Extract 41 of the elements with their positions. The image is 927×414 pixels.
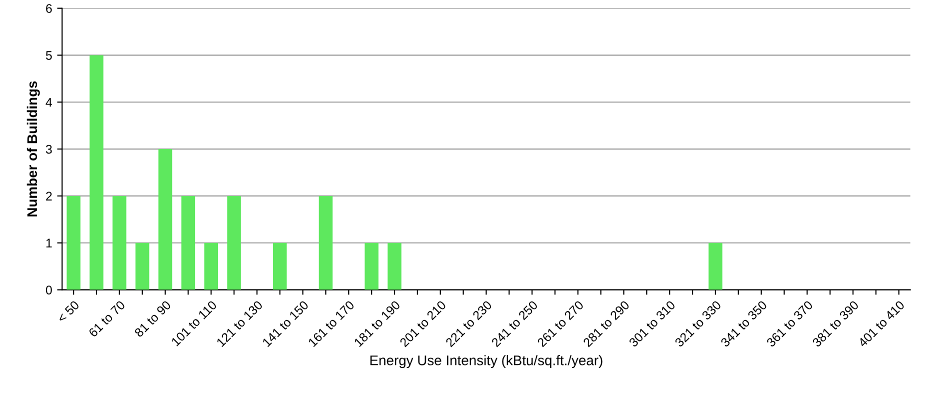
bar [90, 55, 104, 290]
bar [181, 196, 196, 290]
y-axis-title: Number of Buildings [26, 81, 40, 216]
x-tick-label: 201 to 210 [399, 300, 447, 348]
bar [364, 242, 378, 290]
x-tick-label: 301 to 310 [628, 300, 676, 348]
bar [318, 196, 333, 290]
x-tick-label: 261 to 270 [536, 300, 584, 348]
x-tick-label: 361 to 370 [766, 300, 814, 348]
x-tick-label: 241 to 250 [490, 300, 538, 348]
x-tick-label: 61 to 70 [88, 300, 126, 338]
x-tick-label: 121 to 130 [216, 300, 264, 348]
x-tick-label: 341 to 350 [720, 300, 768, 348]
bar [66, 196, 80, 290]
x-tick-label: 181 to 190 [354, 300, 401, 348]
x-tick-label: 101 to 110 [170, 300, 218, 346]
bar [204, 242, 218, 290]
x-tick-label: < 50 [56, 300, 80, 324]
bar [135, 242, 150, 290]
x-tick-label: 281 to 290 [582, 300, 630, 348]
y-tick-label: 0 [46, 286, 52, 294]
bar [112, 196, 126, 290]
bar [273, 242, 287, 290]
y-tick-label: 3 [46, 144, 52, 154]
x-tick-label: 321 to 330 [674, 300, 722, 348]
x-tick-label: 161 to 170 [308, 300, 355, 348]
x-tick-label: 141 to 150 [262, 300, 309, 348]
x-tick-label: 381 to 390 [812, 300, 860, 348]
bar [158, 149, 172, 290]
y-tick-label: 6 [46, 4, 52, 13]
y-tick-label: 4 [46, 98, 52, 107]
y-tick-label: 2 [46, 192, 52, 200]
x-tick-label: 81 to 90 [134, 300, 172, 338]
x-tick-label: 221 to 230 [445, 300, 492, 348]
bar [388, 242, 402, 290]
y-tick-label: 1 [46, 238, 52, 248]
x-axis-title: Energy Use Intensity (kBtu/sq.ft./year) [370, 355, 602, 368]
x-tick-label: 401 to 410 [858, 300, 906, 348]
y-tick-label: 5 [46, 51, 52, 60]
bar [708, 242, 722, 290]
bar [227, 196, 241, 290]
